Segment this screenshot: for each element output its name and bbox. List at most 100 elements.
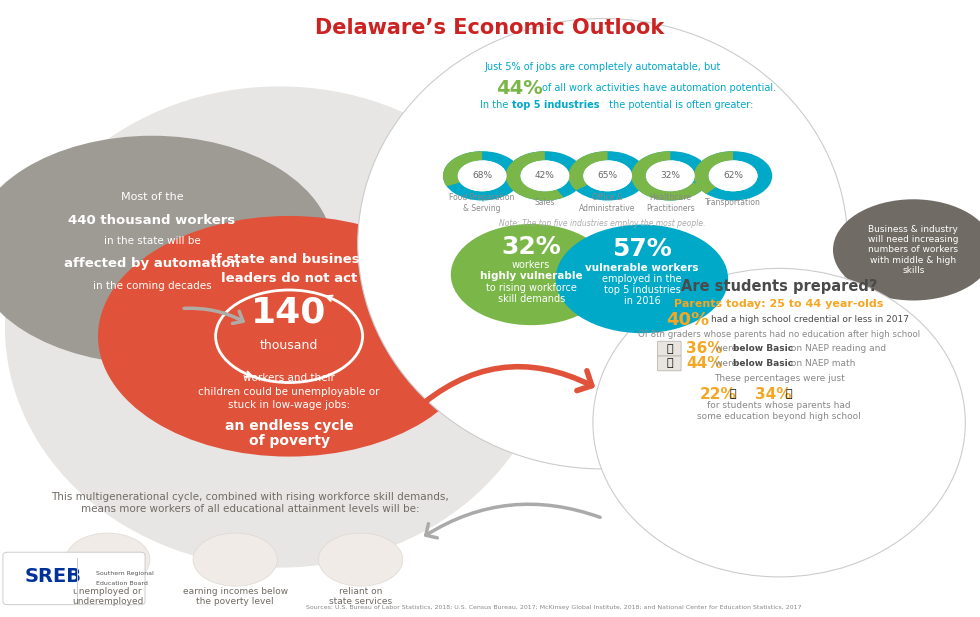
Text: affected by automation: affected by automation xyxy=(64,257,240,270)
Text: to rising workforce: to rising workforce xyxy=(486,283,576,293)
Text: of poverty: of poverty xyxy=(249,434,329,448)
Circle shape xyxy=(646,160,695,191)
Text: 42%: 42% xyxy=(535,172,555,180)
Text: 44%: 44% xyxy=(686,356,722,371)
Text: Southern Regional: Southern Regional xyxy=(96,571,154,576)
Circle shape xyxy=(0,136,333,364)
Text: 44%: 44% xyxy=(496,79,543,97)
Text: Education Board: Education Board xyxy=(96,581,148,586)
Text: the potential is often greater:: the potential is often greater: xyxy=(606,100,753,110)
Ellipse shape xyxy=(358,19,848,469)
Text: 34%: 34% xyxy=(755,387,791,402)
Text: In the: In the xyxy=(480,100,512,110)
Text: Are students prepared?: Are students prepared? xyxy=(681,280,877,294)
Text: Sources: U.S. Bureau of Labor Statistics, 2018; U.S. Census Bureau, 2017; McKins: Sources: U.S. Bureau of Labor Statistics… xyxy=(306,605,802,610)
Circle shape xyxy=(193,533,277,586)
Text: in 2016: in 2016 xyxy=(623,296,661,306)
Text: workers: workers xyxy=(512,260,551,270)
Text: 65%: 65% xyxy=(598,172,617,180)
Circle shape xyxy=(583,160,632,191)
Text: 440 thousand workers: 440 thousand workers xyxy=(69,213,235,227)
Text: 22%: 22% xyxy=(700,387,737,402)
Text: were: were xyxy=(715,344,741,353)
Text: Office &
Administrative: Office & Administrative xyxy=(579,193,636,213)
Circle shape xyxy=(451,224,612,325)
Wedge shape xyxy=(631,151,706,201)
Text: thousand: thousand xyxy=(260,339,318,352)
Ellipse shape xyxy=(5,86,554,568)
FancyArrowPatch shape xyxy=(414,366,592,412)
Text: employed in the: employed in the xyxy=(602,274,682,284)
Text: Business & industry
will need increasing
numbers of workers
with middle & high
s: Business & industry will need increasing… xyxy=(868,225,958,275)
Text: 57%: 57% xyxy=(612,238,671,261)
Wedge shape xyxy=(568,151,647,201)
Text: 40%: 40% xyxy=(666,310,710,329)
FancyArrowPatch shape xyxy=(184,308,243,323)
Text: 36%: 36% xyxy=(686,341,722,356)
Text: 140: 140 xyxy=(252,296,326,330)
Text: on NAEP reading and: on NAEP reading and xyxy=(788,344,886,353)
FancyBboxPatch shape xyxy=(658,356,681,371)
Text: top 5 industries: top 5 industries xyxy=(512,100,599,110)
Text: 📖: 📖 xyxy=(730,389,736,399)
Text: of all work activities have automation potential.: of all work activities have automation p… xyxy=(542,83,776,93)
Text: 📖: 📖 xyxy=(666,344,672,354)
Text: If state and business: If state and business xyxy=(211,252,368,266)
Wedge shape xyxy=(694,151,772,201)
Text: top 5 industries: top 5 industries xyxy=(604,285,680,295)
FancyBboxPatch shape xyxy=(3,552,145,605)
Circle shape xyxy=(458,160,507,191)
Text: on NAEP math: on NAEP math xyxy=(788,359,856,368)
Wedge shape xyxy=(568,151,608,191)
Text: Parents today: 25 to 44 year-olds: Parents today: 25 to 44 year-olds xyxy=(674,299,884,308)
FancyBboxPatch shape xyxy=(658,341,681,356)
Text: SREB: SREB xyxy=(24,568,81,586)
Text: Transportation: Transportation xyxy=(705,199,761,207)
Wedge shape xyxy=(506,151,584,201)
Text: in the state will be: in the state will be xyxy=(104,236,200,246)
Text: were: were xyxy=(715,359,741,368)
Circle shape xyxy=(709,160,758,191)
Wedge shape xyxy=(506,151,564,201)
Text: Food Preparation
& Serving: Food Preparation & Serving xyxy=(450,193,514,213)
Circle shape xyxy=(833,199,980,300)
Text: below Basic: below Basic xyxy=(733,344,793,353)
Text: Most of the: Most of the xyxy=(121,193,183,202)
Ellipse shape xyxy=(593,268,965,577)
Text: vulnerable workers: vulnerable workers xyxy=(585,263,699,273)
Text: Of 8th graders whose parents had no education after high school: Of 8th graders whose parents had no educ… xyxy=(638,330,920,339)
FancyArrowPatch shape xyxy=(426,504,600,538)
Text: had a high school credential or less in 2017: had a high school credential or less in … xyxy=(710,315,908,324)
Circle shape xyxy=(318,533,403,586)
Text: in the coming decades: in the coming decades xyxy=(92,281,212,291)
Wedge shape xyxy=(631,151,710,201)
Text: unemployed or
underemployed: unemployed or underemployed xyxy=(73,587,143,607)
Wedge shape xyxy=(694,151,733,194)
Text: earning incomes below
the poverty level: earning incomes below the poverty level xyxy=(182,587,288,607)
Circle shape xyxy=(556,225,728,333)
Text: reliant on
state services: reliant on state services xyxy=(329,587,392,607)
Text: Healthcare
Practitioners: Healthcare Practitioners xyxy=(646,193,695,213)
Text: 62%: 62% xyxy=(723,172,743,180)
Text: This multigenerational cycle, combined with rising workforce skill demands,
mean: This multigenerational cycle, combined w… xyxy=(51,492,449,514)
Text: Just 5% of jobs are completely automatable, but: Just 5% of jobs are completely automatab… xyxy=(484,62,721,72)
Circle shape xyxy=(66,533,150,586)
Text: Sales: Sales xyxy=(535,199,555,207)
Text: an endless cycle: an endless cycle xyxy=(224,419,354,433)
Text: These percentages were just: These percentages were just xyxy=(713,374,845,383)
Wedge shape xyxy=(443,151,521,201)
Text: Delaware’s Economic Outlook: Delaware’s Economic Outlook xyxy=(316,18,664,38)
Text: skill demands: skill demands xyxy=(498,294,564,304)
Text: 68%: 68% xyxy=(472,172,492,180)
Text: children could be unemployable or: children could be unemployable or xyxy=(198,387,380,397)
Text: below Basic: below Basic xyxy=(733,359,793,368)
Text: workers and their: workers and their xyxy=(243,373,335,383)
Circle shape xyxy=(98,216,480,457)
Text: 32%: 32% xyxy=(502,236,561,259)
Text: 32%: 32% xyxy=(661,172,680,180)
Text: stuck in low-wage jobs:: stuck in low-wage jobs: xyxy=(228,400,350,410)
Wedge shape xyxy=(443,151,482,186)
Text: 🖩: 🖩 xyxy=(666,358,672,368)
Text: highly vulnerable: highly vulnerable xyxy=(480,271,582,281)
Text: Note: The top five industries employ the most people.: Note: The top five industries employ the… xyxy=(500,219,706,228)
